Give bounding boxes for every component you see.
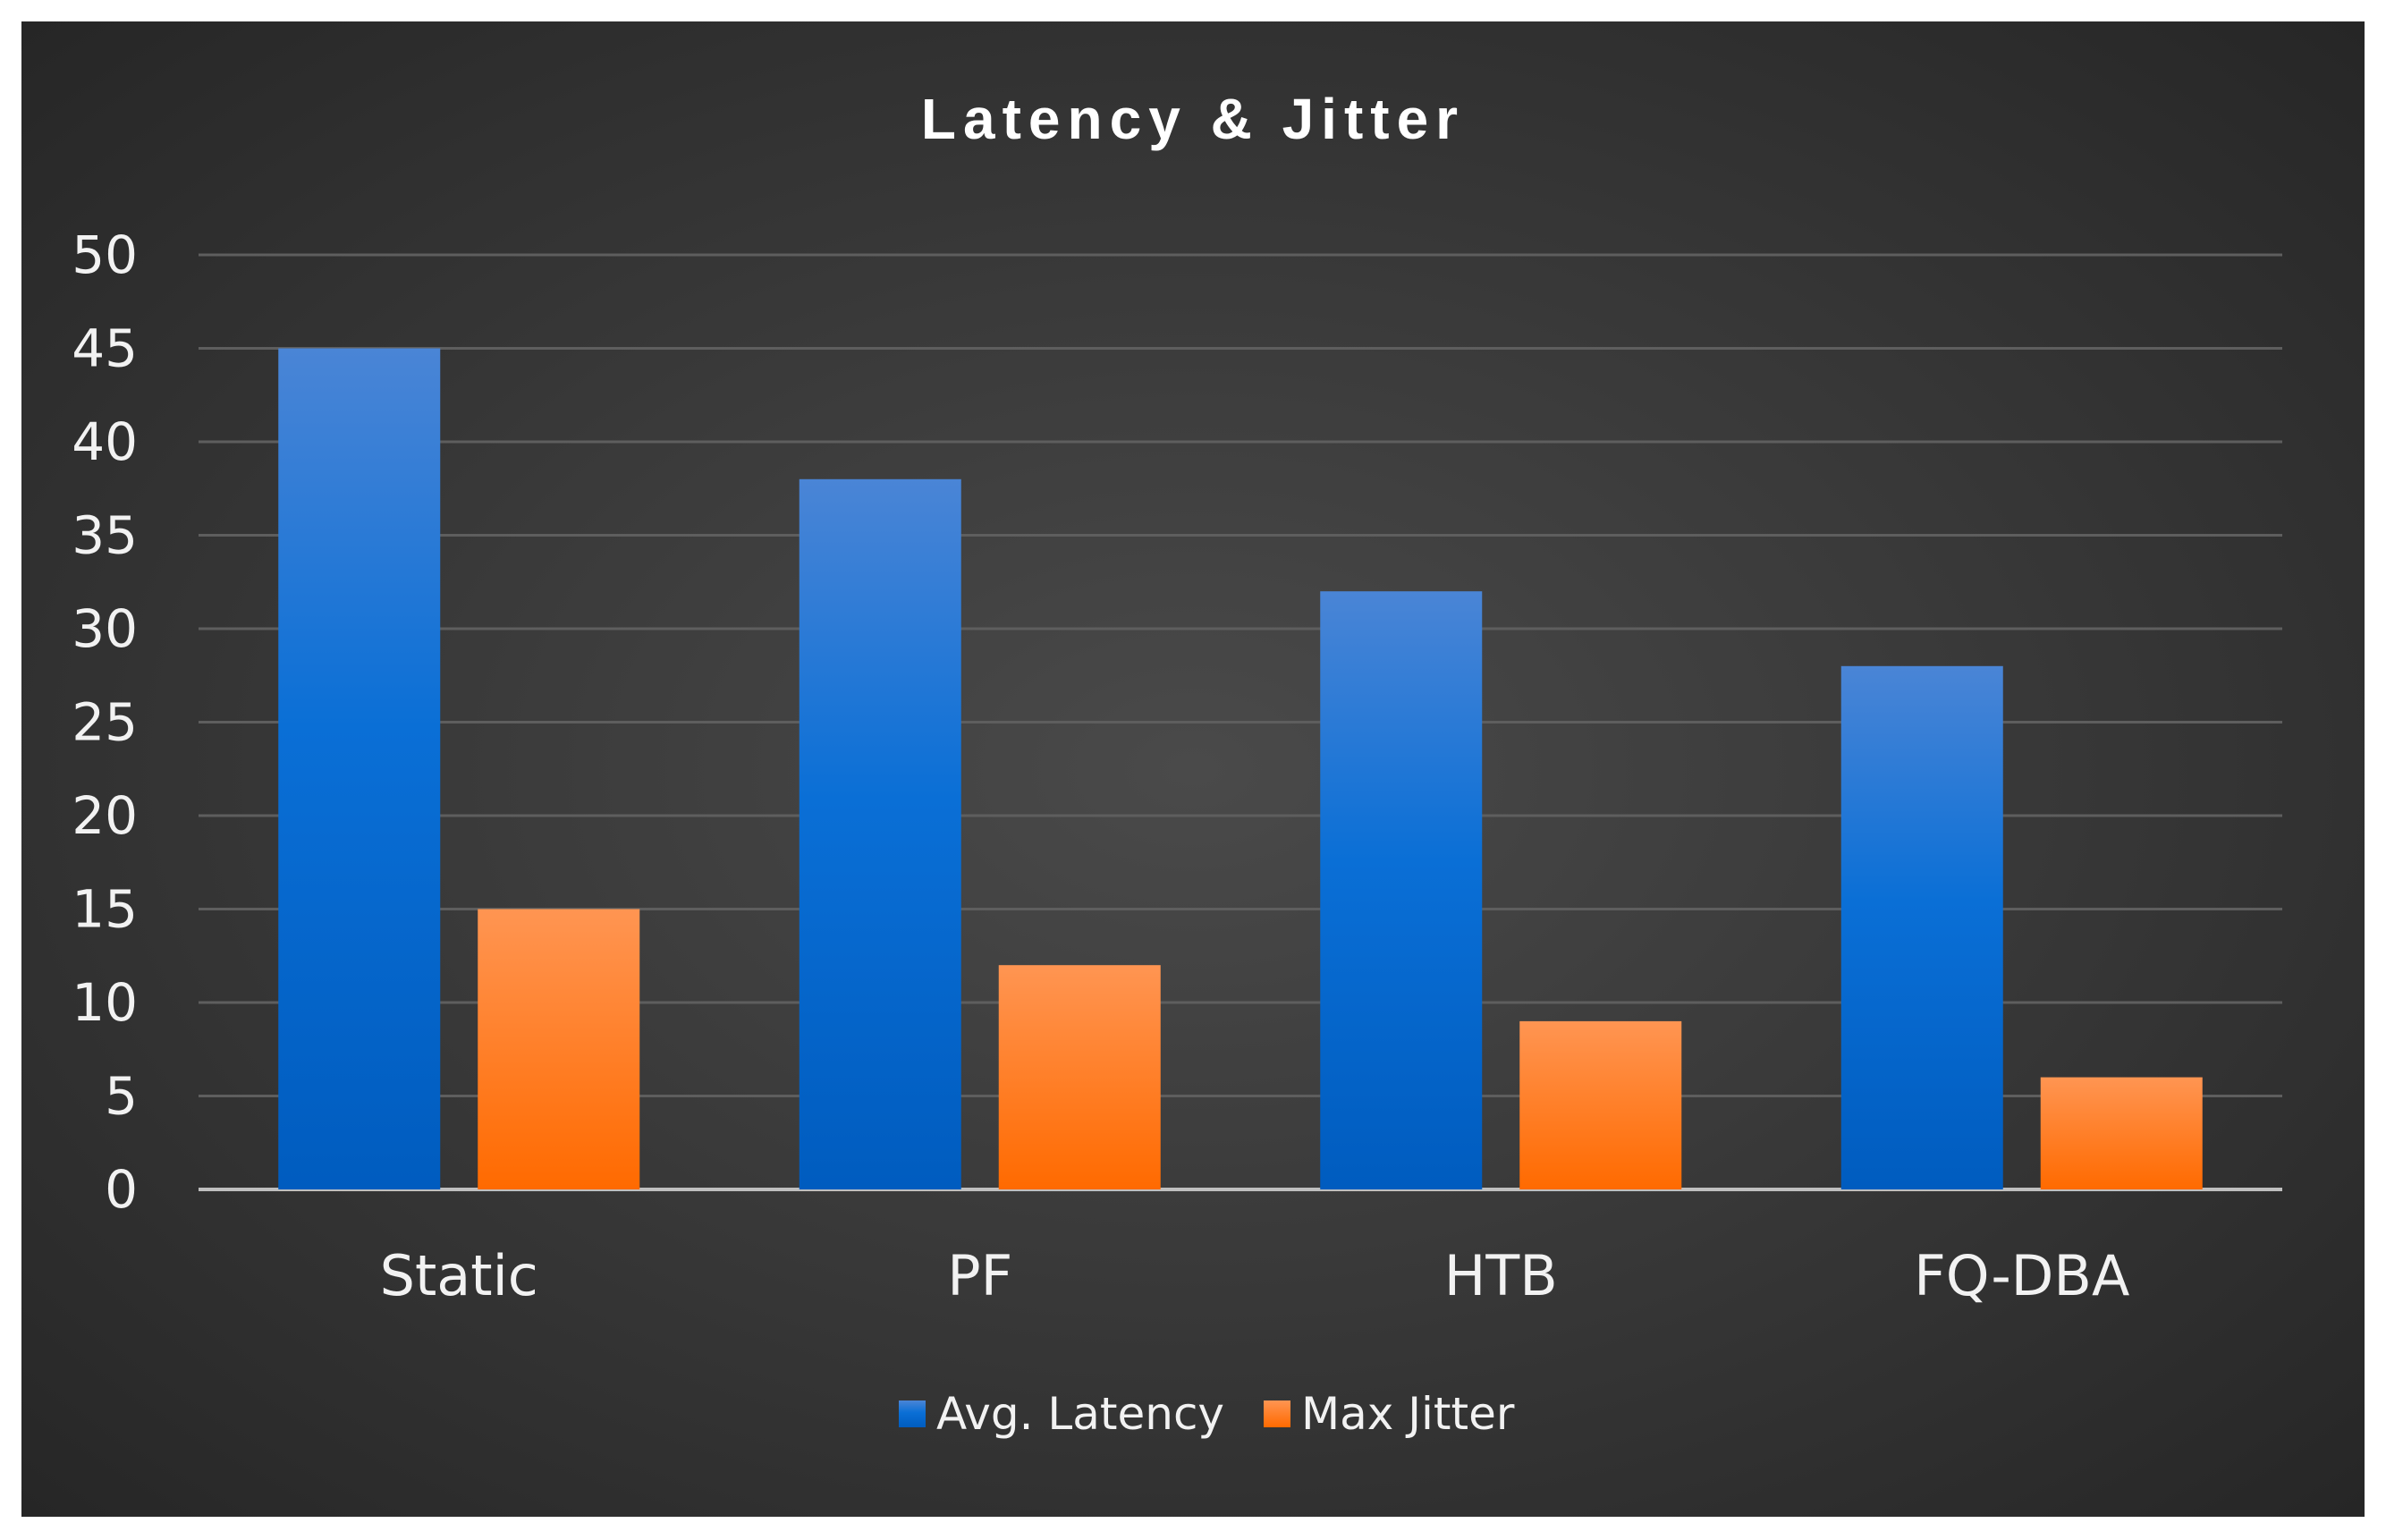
y-tick-label: 45: [72, 318, 138, 379]
bars: [278, 348, 2203, 1189]
y-tick-label: 50: [72, 224, 138, 285]
y-tick-label: 40: [72, 411, 138, 472]
x-tick-label: HTB: [1444, 1243, 1558, 1308]
x-tick-label: FQ-DBA: [1914, 1243, 2129, 1308]
bar-avg-latency-pf: [799, 478, 961, 1189]
bar-max-jitter-fq-dba: [2040, 1077, 2203, 1189]
x-tick-label: PF: [947, 1243, 1012, 1308]
y-tick-label: 30: [72, 598, 138, 659]
x-axis-labels: Static PF HTB FQ-DBA: [380, 1243, 2130, 1308]
y-tick-label: 35: [72, 505, 138, 566]
bar-max-jitter-htb: [1519, 1020, 1682, 1189]
y-tick-label: 25: [72, 692, 138, 753]
legend: Avg. Latency Max Jitter: [899, 1388, 1515, 1440]
y-axis-ticks: 0 5 10 15 20 25 30 35 40 45 50: [72, 224, 138, 1220]
bar-avg-latency-static: [278, 348, 441, 1189]
legend-swatch: [899, 1400, 926, 1427]
chart-title: Latency & Jitter: [921, 87, 1465, 151]
bar-avg-latency-htb: [1320, 591, 1483, 1189]
y-tick-label: 10: [72, 972, 138, 1033]
y-tick-label: 5: [105, 1066, 138, 1127]
bar-max-jitter-static: [478, 909, 640, 1189]
legend-swatch: [1264, 1400, 1290, 1427]
y-tick-label: 15: [72, 879, 138, 940]
legend-label: Avg. Latency: [936, 1388, 1224, 1440]
x-tick-label: Static: [380, 1243, 538, 1308]
y-tick-label: 0: [105, 1159, 138, 1220]
bar-max-jitter-pf: [998, 965, 1161, 1189]
y-tick-label: 20: [72, 785, 138, 846]
legend-label: Max Jitter: [1301, 1388, 1515, 1440]
bar-avg-latency-fq-dba: [1840, 665, 2003, 1189]
